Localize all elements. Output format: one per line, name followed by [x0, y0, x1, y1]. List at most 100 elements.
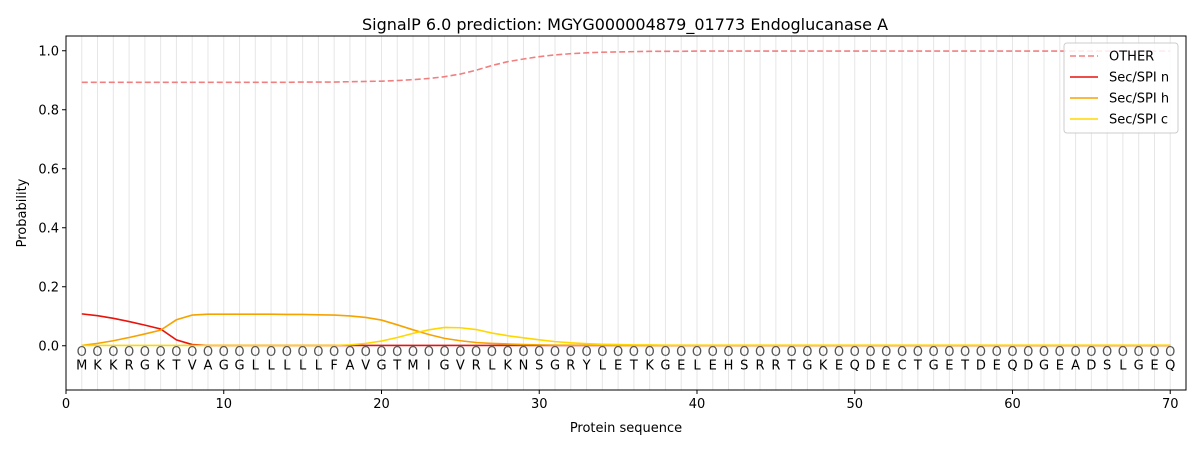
- legend-label: Sec/SPI h: [1109, 92, 1169, 107]
- residue-marker: O: [361, 345, 371, 360]
- y-tick-label: 0.6: [38, 162, 59, 177]
- residue-marker: O: [171, 345, 181, 360]
- residue-marker: O: [1007, 345, 1017, 360]
- residue-marker: O: [234, 345, 244, 360]
- residue-label: T: [960, 358, 969, 373]
- x-axis-title: Protein sequence: [570, 421, 682, 436]
- residue-marker: O: [345, 345, 355, 360]
- residue-label: A: [1071, 358, 1080, 373]
- residue-marker: O: [692, 345, 702, 360]
- residue-marker: O: [676, 345, 686, 360]
- residue-marker: O: [960, 345, 970, 360]
- residue-label: G: [550, 358, 560, 373]
- residue-marker: O: [424, 345, 434, 360]
- residue-label: L: [315, 358, 323, 373]
- residue-marker: O: [1023, 345, 1033, 360]
- residue-marker: O: [408, 345, 418, 360]
- x-tick-label: 20: [373, 397, 390, 412]
- residue-marker: O: [992, 345, 1002, 360]
- series-line: [81, 313, 1171, 347]
- residue-label: L: [599, 358, 607, 373]
- legend: OTHER Sec/SPI n Sec/SPI h Sec/SPI c: [1063, 42, 1179, 134]
- residue-marker: O: [92, 345, 102, 360]
- residue-marker: O: [1149, 345, 1159, 360]
- residue-label: D: [1023, 358, 1033, 373]
- residue-marker: O: [834, 345, 844, 360]
- residue-label: E: [945, 358, 953, 373]
- residue-label: G: [376, 358, 386, 373]
- residue-marker: O: [203, 345, 213, 360]
- y-axis-title: Probability: [15, 178, 30, 247]
- residue-label: M: [407, 358, 418, 373]
- residue-marker: O: [976, 345, 986, 360]
- axis-layer: 0 10 20 30 40 50 60 70 0.0 0.2 0.4 0.6 0.8 1.0: [38, 44, 1178, 412]
- y-tick-label: 0.8: [38, 103, 59, 118]
- residue-marker: O: [566, 345, 576, 360]
- residue-label: E: [614, 358, 622, 373]
- residue-marker: O: [108, 345, 118, 360]
- residue-label: G: [802, 358, 812, 373]
- residue-label: T: [913, 358, 922, 373]
- residue-label: L: [267, 358, 275, 373]
- residue-label: N: [519, 358, 529, 373]
- residue-label: S: [740, 358, 748, 373]
- residue-marker: O: [944, 345, 954, 360]
- series-layer: [81, 50, 1171, 347]
- residue-label: R: [771, 358, 780, 373]
- residue-label: G: [440, 358, 450, 373]
- residue-label: R: [756, 358, 765, 373]
- grid-layer: [81, 36, 1171, 390]
- residue-label: Q: [850, 358, 860, 373]
- residue-marker: O: [439, 345, 449, 360]
- residue-label: G: [140, 358, 150, 373]
- residue-label: G: [234, 358, 244, 373]
- residue-label: G: [660, 358, 670, 373]
- residue-label: G: [1039, 358, 1049, 373]
- residue-label: S: [1103, 358, 1111, 373]
- residue-marker: O: [913, 345, 923, 360]
- x-tick-label: 50: [846, 397, 863, 412]
- residue-label: K: [156, 358, 165, 373]
- legend-label: Sec/SPI c: [1109, 113, 1168, 128]
- residue-label: D: [976, 358, 986, 373]
- legend-label: OTHER: [1109, 50, 1154, 65]
- chart-title: SignalP 6.0 prediction: MGYG000004879_01…: [362, 15, 888, 35]
- residue-label: H: [724, 358, 734, 373]
- residue-marker: O: [723, 345, 733, 360]
- residue-label: F: [330, 358, 337, 373]
- residue-marker: O: [660, 345, 670, 360]
- residue-marker: O: [1102, 345, 1112, 360]
- residue-layer: OMOKOKOROGOKOTOVOAOGOGOLOLOLOLOLOFOAOVOG…: [76, 345, 1175, 373]
- series-line: [81, 50, 1171, 84]
- residue-label: V: [188, 358, 197, 373]
- residue-marker: O: [329, 345, 339, 360]
- residue-marker: O: [219, 345, 229, 360]
- residue-marker: O: [1134, 345, 1144, 360]
- residue-marker: O: [1070, 345, 1080, 360]
- residue-marker: O: [739, 345, 749, 360]
- residue-marker: O: [471, 345, 481, 360]
- residue-label: L: [283, 358, 291, 373]
- x-tick-label: 10: [215, 397, 232, 412]
- residue-label: K: [819, 358, 828, 373]
- residue-marker: O: [455, 345, 465, 360]
- residue-label: L: [299, 358, 307, 373]
- residue-marker: O: [1118, 345, 1128, 360]
- residue-marker: O: [613, 345, 623, 360]
- residue-marker: O: [518, 345, 528, 360]
- residue-marker: O: [266, 345, 276, 360]
- residue-marker: O: [645, 345, 655, 360]
- residue-marker: O: [298, 345, 308, 360]
- residue-label: M: [76, 358, 87, 373]
- residue-marker: O: [1086, 345, 1096, 360]
- residue-marker: O: [629, 345, 639, 360]
- residue-label: E: [993, 358, 1001, 373]
- residue-marker: O: [597, 345, 607, 360]
- residue-marker: O: [581, 345, 591, 360]
- residue-label: C: [898, 358, 907, 373]
- residue-marker: O: [156, 345, 166, 360]
- residue-marker: O: [487, 345, 497, 360]
- residue-label: E: [882, 358, 890, 373]
- residue-label: L: [488, 358, 496, 373]
- x-tick-label: 30: [531, 397, 548, 412]
